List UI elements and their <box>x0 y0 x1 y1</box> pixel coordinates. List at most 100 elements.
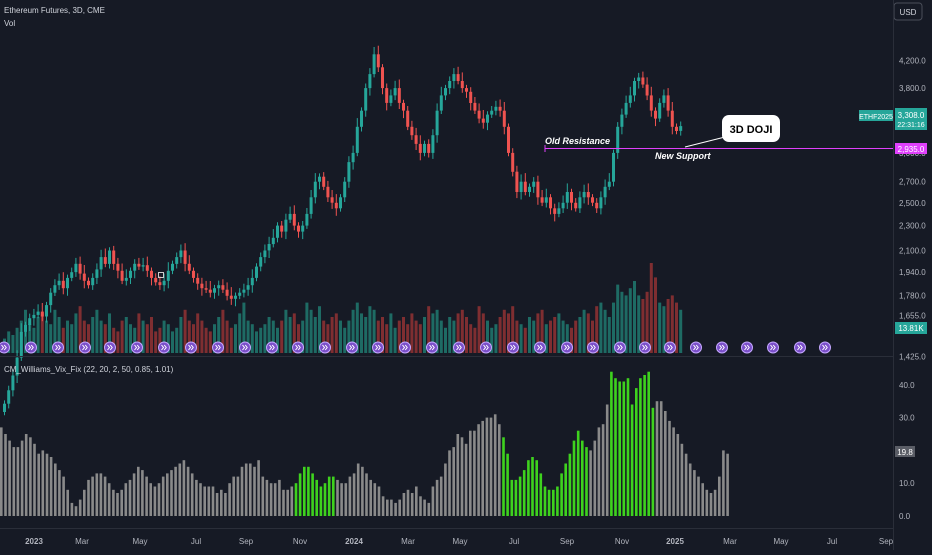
event-icon-chevrons <box>161 344 167 351</box>
volume-bar <box>612 302 615 353</box>
event-icon-chevrons <box>55 344 61 351</box>
candle-body <box>19 331 23 358</box>
candle-body <box>654 110 657 119</box>
event-icon[interactable] <box>52 341 64 354</box>
event-icon[interactable] <box>131 341 143 354</box>
candle-body <box>574 202 578 209</box>
volume-bar <box>591 320 594 353</box>
chart-marker[interactable] <box>158 272 164 278</box>
event-icon[interactable] <box>480 341 492 354</box>
vix-bar <box>431 486 435 516</box>
event-icon[interactable] <box>0 341 10 354</box>
event-icon[interactable] <box>716 341 728 354</box>
vix-bar <box>207 486 211 516</box>
vix-bar <box>66 489 69 516</box>
event-icon-chevrons <box>349 344 355 351</box>
candle-body <box>578 197 582 209</box>
vix-bar <box>294 483 298 516</box>
event-icon-chevrons <box>483 344 489 351</box>
event-icon[interactable] <box>690 341 702 354</box>
vix-bar <box>215 493 219 516</box>
time-tick-label: May <box>132 537 147 546</box>
event-icon[interactable] <box>534 341 546 354</box>
volume-bar <box>225 320 229 353</box>
volume-legend: Vol <box>4 19 15 28</box>
event-icon[interactable] <box>819 341 831 354</box>
event-icon[interactable] <box>561 341 573 354</box>
vix-bar <box>531 457 534 516</box>
candle-body <box>70 272 74 278</box>
vix-bar <box>469 430 472 516</box>
volume-bar <box>654 277 657 353</box>
event-icon[interactable] <box>266 341 278 354</box>
event-icon[interactable] <box>399 341 411 354</box>
candle-body <box>637 77 641 81</box>
volume-bar <box>255 331 258 353</box>
event-icon[interactable] <box>767 341 779 354</box>
vix-bar <box>410 493 414 516</box>
time-axis[interactable]: 2023 Mar May Jul Sep Nov 2024 Mar May Jul Sep Nov 20… <box>25 537 894 546</box>
candle-body <box>150 270 153 278</box>
event-icon[interactable] <box>587 341 599 354</box>
event-icon[interactable] <box>292 341 304 354</box>
time-tick-label: Nov <box>293 537 307 546</box>
vix-bar <box>232 476 235 516</box>
event-icon[interactable] <box>426 341 438 354</box>
volume-bar <box>628 288 632 353</box>
volume-bar <box>284 309 288 353</box>
vix-bar <box>651 407 655 516</box>
event-icon[interactable] <box>79 341 91 354</box>
event-icon[interactable] <box>741 341 753 354</box>
callout-box[interactable] <box>722 115 780 142</box>
bar-countdown: 22:31:16 <box>897 122 924 129</box>
event-icon[interactable] <box>185 341 197 354</box>
candle-body <box>292 213 296 226</box>
candle-body <box>66 277 69 289</box>
event-icon[interactable] <box>25 341 37 354</box>
event-icon[interactable] <box>507 341 519 354</box>
time-tick-label: Sep <box>879 537 894 546</box>
volume-bar <box>103 324 107 353</box>
event-icon[interactable] <box>453 341 465 354</box>
candle-body <box>74 263 78 273</box>
event-icon[interactable] <box>319 341 331 354</box>
event-icon[interactable] <box>104 341 116 354</box>
candle-body <box>658 102 662 119</box>
candle-body <box>246 285 250 290</box>
candle-body <box>448 81 452 89</box>
vix-bar <box>190 473 194 516</box>
vix-bar <box>91 476 94 516</box>
candle-body <box>616 126 620 153</box>
volume-bar <box>229 327 233 353</box>
event-icons[interactable] <box>0 341 831 354</box>
time-tick-label: Jul <box>509 537 519 546</box>
vix-bar <box>116 493 119 516</box>
volume-bar <box>641 299 645 353</box>
vix-bar <box>564 463 567 516</box>
volume-bar <box>507 313 510 353</box>
candle-body <box>528 186 531 192</box>
event-icon[interactable] <box>158 341 170 354</box>
vix-bar <box>49 457 53 516</box>
event-icon[interactable] <box>794 341 806 354</box>
candle-body <box>628 95 632 103</box>
volume-bar <box>171 331 174 353</box>
event-icon[interactable] <box>614 341 626 354</box>
volume-bar <box>28 324 32 353</box>
event-icon[interactable] <box>239 341 251 354</box>
event-icon[interactable] <box>212 341 224 354</box>
event-icon[interactable] <box>346 341 358 354</box>
candle-body <box>179 250 183 258</box>
price-tick-label: 2,300.0 <box>899 222 926 231</box>
event-icon[interactable] <box>639 341 651 354</box>
vix-bar <box>718 476 721 516</box>
event-icon[interactable] <box>664 341 676 354</box>
candle-body <box>519 181 523 192</box>
vix-bar <box>83 489 86 516</box>
volume-bar <box>347 320 351 353</box>
event-icon[interactable] <box>372 341 384 354</box>
candles[interactable] <box>3 45 683 416</box>
vix-bar <box>522 470 526 516</box>
